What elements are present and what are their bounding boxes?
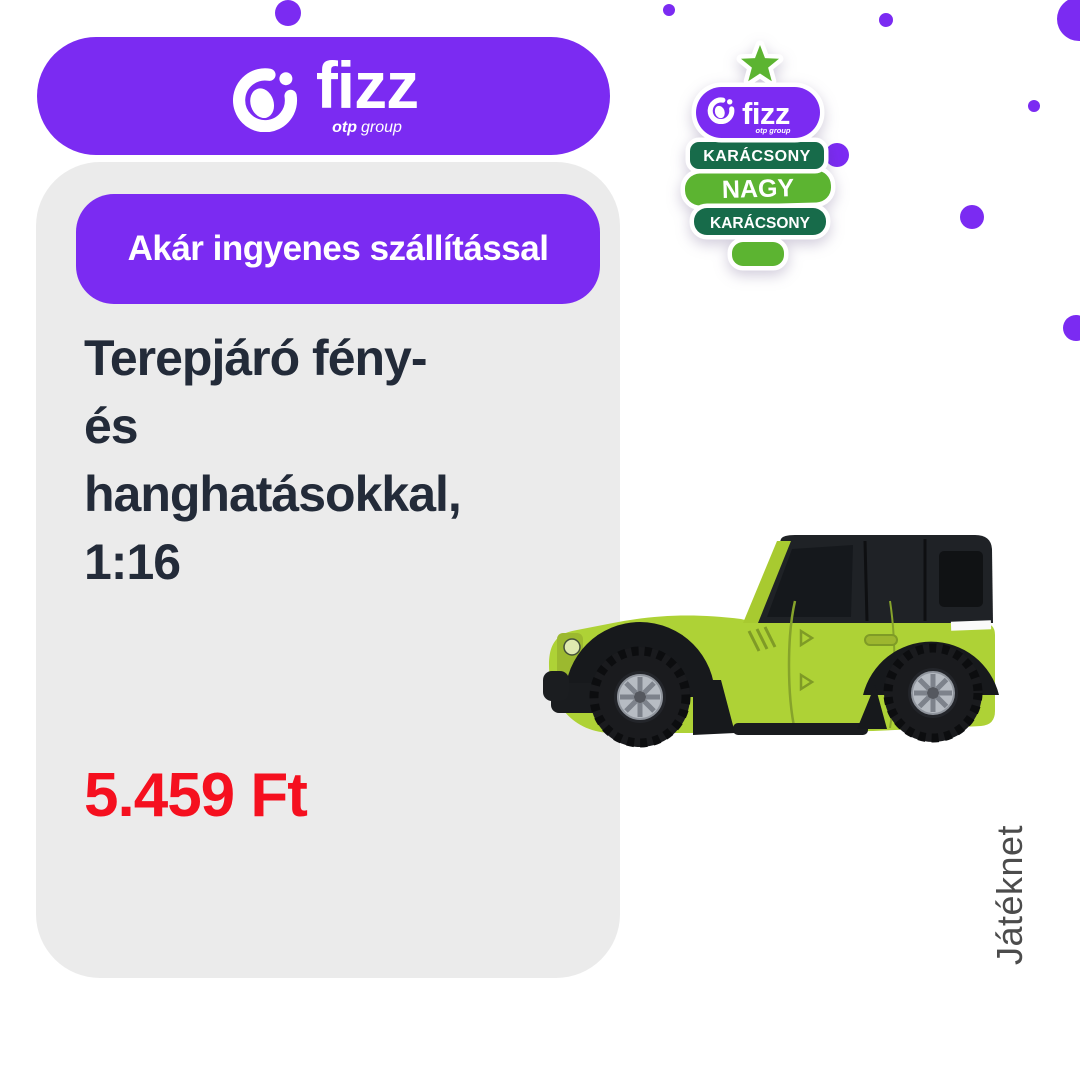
badge-banner-karacsony-2	[689, 203, 831, 240]
badge-text-karacsony-2: KARÁCSONY	[710, 215, 811, 232]
product-title-line: hanghatásokkal,	[84, 466, 462, 522]
badge-text-nagy: NAGY	[722, 174, 795, 204]
badge-text-karacsony-1: KARÁCSONY	[703, 146, 811, 165]
product-title-line: 1:16	[84, 534, 181, 590]
christmas-badge: fizz otp group KARÁCSONY NAGY KARÁCSONY	[680, 40, 836, 271]
price-label: 5.459 Ft	[84, 761, 308, 830]
badge-logo-pill	[691, 82, 825, 143]
decorative-dot	[275, 0, 301, 26]
fizz-logo-icon	[229, 60, 301, 132]
product-title-line: és	[84, 398, 139, 454]
badge-logo-subtext: otp group	[756, 126, 791, 135]
product-card: Akár ingyenes szállítással Terepjáró fén…	[36, 162, 620, 978]
free-shipping-pill: Akár ingyenes szállítással	[76, 194, 600, 304]
badge-wordmark: fizz	[742, 96, 790, 131]
product-title-line: Terepjáró fény-	[84, 330, 427, 386]
toy-jeep-image	[543, 535, 999, 748]
decorative-dot	[1057, 0, 1080, 41]
watermark-jateknet: Játéknet	[989, 824, 1030, 966]
otp-label: otp	[332, 118, 357, 136]
decorative-dot	[825, 143, 849, 167]
badge-trunk	[727, 237, 789, 271]
product-title: Terepjáró fény- és hanghatásokkal, 1:16	[84, 324, 462, 596]
decorative-dot	[1063, 315, 1080, 341]
brand-lockup: fizz otp group	[315, 48, 419, 137]
decorative-dot	[879, 13, 893, 27]
decorative-dot	[960, 205, 984, 229]
brand-subtext: otp group	[332, 119, 402, 137]
star-icon	[736, 40, 784, 86]
decorative-dot	[663, 4, 675, 16]
brand-wordmark: fizz	[315, 48, 419, 123]
group-label: group	[360, 118, 402, 136]
decorative-dot	[1028, 100, 1040, 112]
brand-banner: fizz otp group	[37, 37, 610, 155]
